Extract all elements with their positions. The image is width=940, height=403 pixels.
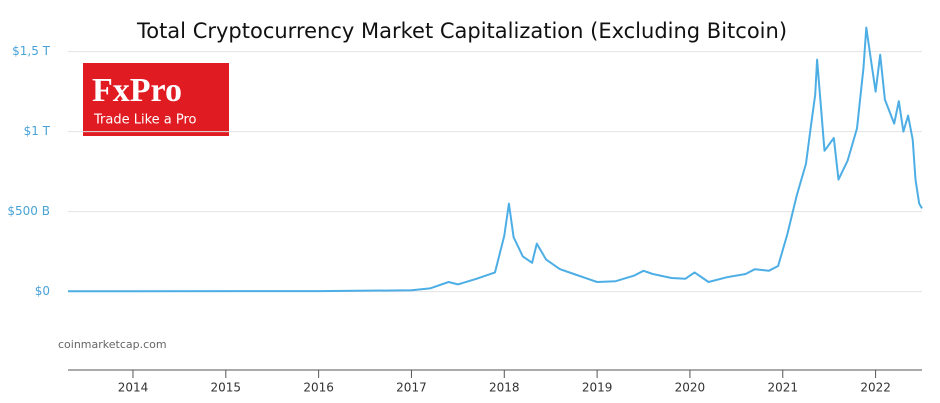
logo-box bbox=[83, 63, 229, 136]
x-tick-label: 2020 bbox=[675, 381, 706, 395]
x-tick-label: 2017 bbox=[396, 381, 427, 395]
logo-tagline: Trade Like a Pro bbox=[93, 113, 197, 128]
x-tick-label: 2019 bbox=[582, 381, 613, 395]
y-tick-label: $1 T bbox=[24, 124, 51, 138]
line bbox=[67, 26, 923, 293]
x-tick-label: 2016 bbox=[303, 381, 334, 395]
x-tick-label: 2022 bbox=[860, 381, 891, 395]
chart-title: Total Cryptocurrency Market Capitalizati… bbox=[136, 19, 787, 43]
logo-brand: FxPro bbox=[92, 72, 182, 109]
y-tick-label: $1,5 T bbox=[12, 44, 51, 58]
y-tick-label: $500 B bbox=[7, 204, 50, 218]
x-tick-label: 2021 bbox=[767, 381, 798, 395]
source: coinmarketcap.com bbox=[58, 338, 167, 351]
x-tick-label: 2015 bbox=[211, 381, 242, 395]
x-tick-label: 2014 bbox=[118, 381, 149, 395]
x-tick-label: 2018 bbox=[489, 381, 520, 395]
y-tick-label: $0 bbox=[35, 284, 50, 298]
